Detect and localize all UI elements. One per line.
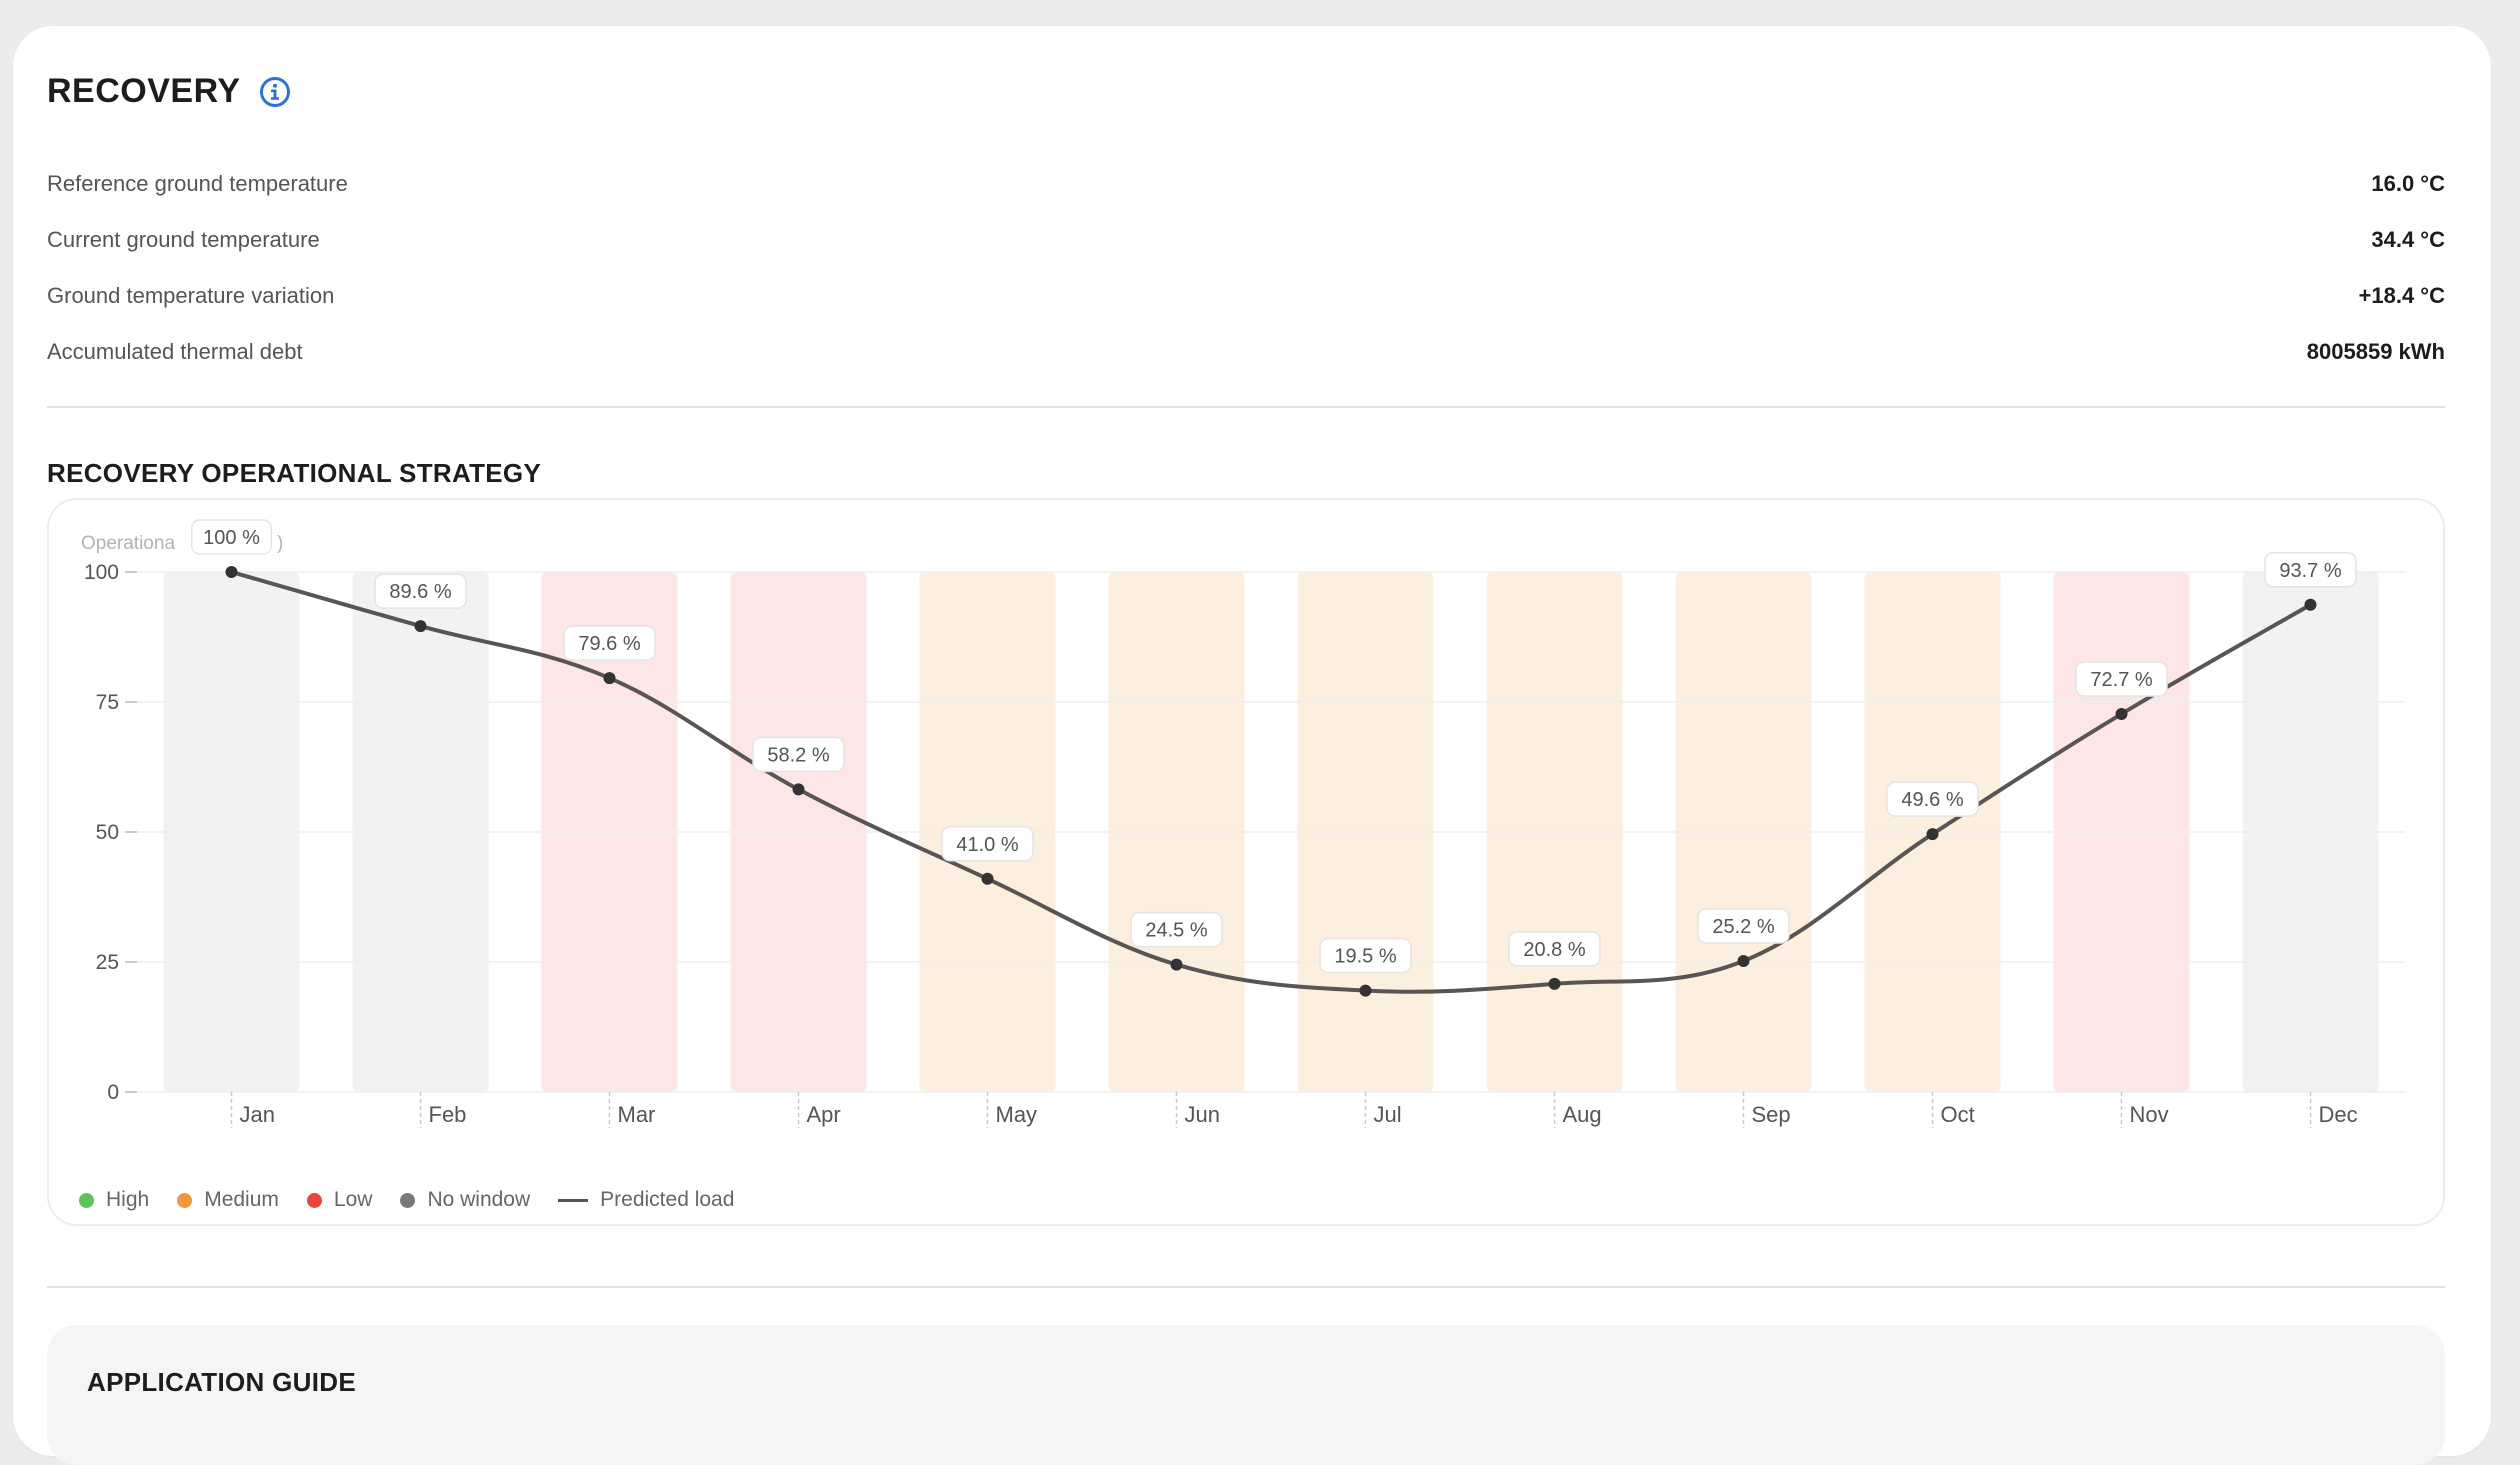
strategy-title: RECOVERY OPERATIONAL STRATEGY	[47, 458, 542, 488]
data-label-box	[1697, 908, 1790, 944]
stat-row-current-temperature: Current ground temperature 34.4 °C	[47, 212, 2445, 268]
legend-item-predicted-load[interactable]: Predicted load	[558, 1188, 734, 1212]
legend-line-predicted-load	[558, 1198, 589, 1202]
data-label: 25.2 %	[1712, 916, 1774, 938]
data-label-box	[752, 736, 845, 773]
legend-dot-medium	[177, 1192, 193, 1208]
data-point	[1170, 958, 1183, 971]
legend-label: Medium	[204, 1188, 279, 1211]
y-axis-label: Operationa	[81, 533, 175, 554]
recovery-stats: Reference ground temperature 16.0 °C Cur…	[47, 156, 2445, 380]
y-tick-label: 100	[84, 561, 119, 584]
stat-label: Ground temperature variation	[47, 283, 335, 308]
legend-label: No window	[427, 1188, 531, 1211]
legend-dot-no-window	[400, 1192, 416, 1208]
legend-label: Low	[333, 1188, 373, 1211]
legend-item-low[interactable]: Low	[306, 1188, 373, 1212]
data-label-box	[941, 826, 1034, 862]
data-label-box	[374, 573, 467, 609]
data-point	[603, 672, 616, 685]
y-tick-label: 75	[96, 691, 119, 714]
stat-label: Reference ground temperature	[47, 171, 348, 196]
data-label-box	[563, 625, 656, 661]
x-tick-label: Apr	[807, 1102, 841, 1127]
x-tick-label: Dec	[2319, 1102, 2358, 1127]
stat-label: Current ground temperature	[47, 227, 320, 252]
x-tick-label: Nov	[2130, 1102, 2169, 1127]
y-axis-label-suffix: )	[277, 533, 283, 554]
stat-label: Accumulated thermal debt	[47, 339, 303, 364]
x-tick-label: Feb	[429, 1102, 467, 1127]
data-point	[1359, 984, 1372, 997]
data-label-box	[1886, 781, 1979, 817]
stat-value: 34.4 °C	[2371, 227, 2445, 252]
legend-item-medium[interactable]: Medium	[177, 1188, 279, 1212]
data-point	[1737, 954, 1750, 967]
application-guide: APPLICATION GUIDE	[47, 1325, 2445, 1465]
stat-row-reference-temperature: Reference ground temperature 16.0 °C	[47, 156, 2445, 212]
data-label: 49.6 %	[1901, 789, 1963, 811]
data-point	[792, 783, 805, 796]
y-tick-label: 0	[107, 1081, 119, 1104]
page-title: RECOVERY	[47, 72, 241, 110]
data-label: 19.5 %	[1334, 946, 1396, 968]
stat-value: 16.0 °C	[2371, 171, 2445, 196]
stat-row-thermal-debt: Accumulated thermal debt 8005859 kWh	[47, 324, 2445, 380]
x-tick-label: Jul	[1374, 1102, 1402, 1127]
data-label: 72.7 %	[2090, 669, 2152, 691]
section-divider	[47, 1286, 2445, 1288]
stat-value: +18.4 °C	[2358, 283, 2445, 308]
data-label: 58.2 %	[767, 744, 829, 766]
y-tick-label: 50	[96, 821, 119, 844]
legend-label: Predicted load	[600, 1188, 735, 1211]
legend-dot-low	[306, 1192, 322, 1208]
x-tick-label: May	[996, 1102, 1038, 1127]
data-point	[2115, 707, 2128, 720]
legend-label: High	[106, 1188, 150, 1211]
stat-value: 8005859 kWh	[2306, 339, 2445, 364]
recovery-header: RECOVERY	[47, 72, 291, 111]
x-tick-label: Sep	[1752, 1102, 1791, 1127]
data-label: 20.8 %	[1523, 939, 1585, 961]
guide-title: APPLICATION GUIDE	[87, 1367, 356, 1397]
data-label: 41.0 %	[956, 834, 1018, 856]
x-tick-label: Oct	[1941, 1102, 1975, 1127]
data-point	[2304, 598, 2317, 611]
x-tick-label: Mar	[618, 1102, 656, 1127]
data-label: 89.6 %	[389, 581, 451, 603]
y-tick-label: 25	[96, 951, 119, 974]
strategy-chart-svg: 0 25 50 75 100 Operationa) Jan Feb Mar Apr May Jun J…	[81, 519, 2405, 1128]
x-tick-label: Jan	[240, 1102, 275, 1127]
data-label-box	[2075, 661, 2168, 697]
data-label: 93.7 %	[2279, 560, 2341, 582]
strategy-chart: 0 25 50 75 100 Operationa) Jan Feb Mar Apr May Jun J…	[47, 498, 2445, 1226]
data-label: 100 %	[203, 527, 260, 549]
info-icon[interactable]	[259, 76, 291, 108]
legend-dot-high	[79, 1192, 94, 1208]
chart-legend: High Medium Low No window Predicted load	[79, 1188, 734, 1212]
data-label-box	[1508, 931, 1601, 967]
data-point	[414, 620, 427, 633]
data-point	[981, 872, 994, 885]
legend-item-high[interactable]: High	[79, 1188, 149, 1212]
stat-row-temperature-variation: Ground temperature variation +18.4 °C	[47, 268, 2445, 324]
data-point	[225, 566, 238, 578]
data-label-box	[1130, 911, 1223, 948]
data-label-box	[2264, 552, 2357, 588]
data-label-box	[191, 519, 272, 555]
legend-item-no-window[interactable]: No window	[400, 1188, 530, 1212]
data-label: 79.6 %	[578, 633, 640, 655]
section-divider	[47, 406, 2445, 408]
x-tick-label: Aug	[1563, 1102, 1602, 1127]
data-label: 24.5 %	[1145, 920, 1207, 942]
data-point	[1548, 977, 1561, 990]
data-point	[1926, 828, 1939, 841]
x-tick-label: Jun	[1185, 1102, 1220, 1127]
data-label-box	[1319, 937, 1412, 974]
